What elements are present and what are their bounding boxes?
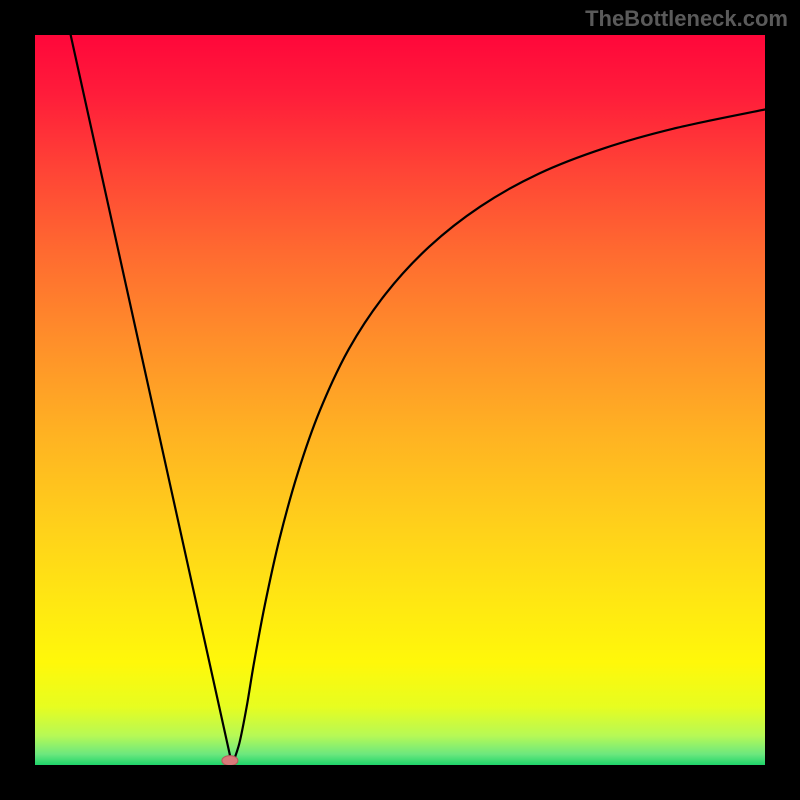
chart-background [35,35,765,765]
watermark: TheBottleneck.com [585,6,788,32]
bottleneck-chart [0,0,800,800]
chart-container: TheBottleneck.com [0,0,800,800]
optimal-point-marker [222,756,238,766]
watermark-text: TheBottleneck.com [585,6,788,31]
